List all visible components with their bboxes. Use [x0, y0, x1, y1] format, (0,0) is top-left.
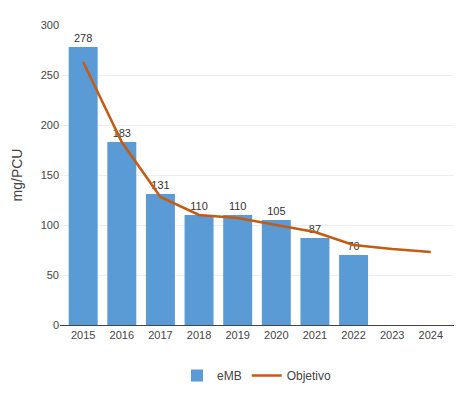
svg-text:2019: 2019 — [225, 329, 249, 341]
svg-text:50: 50 — [47, 269, 59, 281]
svg-text:2022: 2022 — [341, 329, 365, 341]
svg-text:131: 131 — [151, 179, 169, 191]
svg-text:2024: 2024 — [419, 329, 443, 341]
svg-text:2016: 2016 — [110, 329, 134, 341]
svg-text:Objetivo: Objetivo — [287, 369, 331, 383]
svg-text:eMB: eMB — [217, 369, 242, 383]
svg-text:150: 150 — [41, 169, 59, 181]
svg-text:100: 100 — [41, 219, 59, 231]
svg-text:300: 300 — [41, 19, 59, 31]
svg-text:110: 110 — [229, 200, 247, 212]
svg-text:183: 183 — [113, 127, 131, 139]
svg-text:87: 87 — [309, 223, 321, 235]
svg-text:110: 110 — [190, 200, 208, 212]
svg-text:105: 105 — [267, 205, 285, 217]
svg-text:2023: 2023 — [380, 329, 404, 341]
svg-text:278: 278 — [74, 32, 92, 44]
svg-text:2018: 2018 — [187, 329, 211, 341]
svg-text:2020: 2020 — [264, 329, 288, 341]
svg-text:200: 200 — [41, 119, 59, 131]
svg-text:0: 0 — [53, 319, 59, 331]
svg-text:2021: 2021 — [303, 329, 327, 341]
svg-text:2015: 2015 — [71, 329, 95, 341]
svg-text:70: 70 — [347, 240, 359, 252]
svg-text:250: 250 — [41, 69, 59, 81]
svg-text:mg/PCU: mg/PCU — [9, 149, 25, 202]
svg-text:2017: 2017 — [148, 329, 172, 341]
